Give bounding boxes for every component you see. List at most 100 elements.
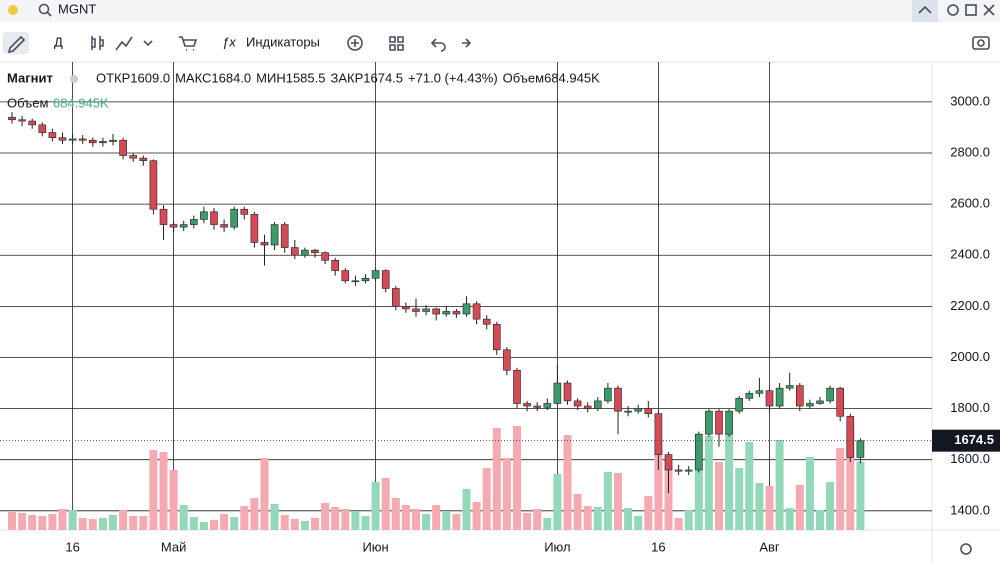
candle-body bbox=[492, 323, 501, 351]
symbol[interactable]: MGNT bbox=[58, 1, 96, 16]
volume-bar bbox=[38, 516, 47, 530]
volume-bar bbox=[98, 518, 107, 530]
candle-body bbox=[99, 141, 107, 144]
candle-body bbox=[139, 157, 148, 161]
candle-body bbox=[543, 403, 552, 408]
volume-bar bbox=[290, 519, 299, 530]
volume-bar bbox=[199, 522, 208, 530]
volume-bar bbox=[614, 473, 622, 530]
volume-bar bbox=[684, 510, 693, 530]
fx-icon[interactable]: ƒx bbox=[222, 34, 236, 49]
volume-bar bbox=[331, 507, 340, 530]
candle-body bbox=[78, 138, 87, 141]
candle-body bbox=[200, 211, 208, 220]
candle-body bbox=[179, 224, 188, 228]
volume-bar bbox=[119, 510, 128, 530]
volume-bar bbox=[654, 440, 663, 530]
candle-body bbox=[331, 260, 340, 271]
legend-field-value: 1609.0 bbox=[130, 70, 170, 85]
volume-bar bbox=[856, 461, 865, 530]
candle-body bbox=[765, 390, 774, 407]
volume-bar bbox=[442, 511, 451, 530]
top-bar bbox=[0, 0, 1000, 22]
volume-bar bbox=[664, 460, 673, 530]
candle-body bbox=[432, 308, 441, 315]
candle-body bbox=[694, 433, 703, 471]
volume-bar bbox=[18, 513, 27, 530]
volume-bar bbox=[179, 505, 188, 530]
candle-type-icon[interactable] bbox=[91, 36, 104, 50]
candle-body bbox=[371, 270, 380, 279]
volume-bar bbox=[624, 508, 633, 530]
search-icon-handle bbox=[46, 11, 52, 17]
volume-bar bbox=[381, 478, 390, 530]
redo-icon[interactable] bbox=[462, 38, 472, 48]
legend-change: +71.0 (+4.43%) bbox=[408, 70, 498, 85]
pencil-icon bbox=[7, 35, 26, 54]
volume-bar bbox=[513, 426, 521, 530]
camera-icon[interactable] bbox=[972, 36, 990, 50]
candle-body bbox=[705, 410, 713, 435]
candle-body bbox=[816, 400, 824, 404]
volume-bar bbox=[8, 512, 16, 530]
volume-bar bbox=[311, 518, 319, 530]
settings-icon[interactable] bbox=[947, 4, 959, 16]
candle-body bbox=[48, 132, 57, 138]
candle-body bbox=[573, 400, 582, 407]
volume-bar bbox=[391, 498, 400, 530]
candle-body bbox=[472, 303, 481, 320]
candle-body bbox=[624, 410, 632, 413]
candle-body bbox=[169, 224, 178, 228]
layout-icon[interactable] bbox=[389, 36, 404, 51]
volume-bar bbox=[371, 482, 380, 530]
add-icon[interactable] bbox=[347, 35, 363, 51]
candle-body bbox=[785, 385, 794, 389]
candle-body bbox=[422, 308, 430, 312]
line-type-icon[interactable] bbox=[115, 36, 133, 51]
candle-body bbox=[644, 408, 653, 415]
candle-body bbox=[159, 208, 168, 225]
legend-field-label: МИН bbox=[256, 70, 286, 85]
candle-body bbox=[442, 311, 451, 315]
candle-body bbox=[18, 119, 26, 122]
volume-bar bbox=[785, 508, 794, 530]
volume-bar bbox=[523, 513, 532, 530]
volume-bar bbox=[735, 468, 744, 530]
volume-bar bbox=[472, 502, 481, 530]
candle-body bbox=[381, 270, 390, 289]
candle-body bbox=[280, 224, 289, 248]
volume-bar bbox=[169, 470, 178, 530]
volume-bar bbox=[139, 516, 148, 530]
last-price-tag bbox=[932, 429, 1000, 452]
volume-bar bbox=[593, 507, 602, 530]
window-icon[interactable] bbox=[965, 4, 977, 16]
volume-bar bbox=[553, 474, 562, 530]
collapse-button[interactable] bbox=[912, 0, 938, 22]
volume-bar bbox=[260, 458, 269, 530]
dropdown-icon[interactable] bbox=[143, 40, 153, 47]
volume-bar bbox=[452, 514, 461, 530]
candle-body bbox=[715, 410, 723, 435]
cart-icon[interactable] bbox=[179, 36, 198, 51]
candle-body bbox=[826, 387, 834, 402]
interval-button[interactable]: Д bbox=[54, 34, 63, 49]
x-tick-label: 16 bbox=[651, 539, 665, 554]
search-icon[interactable] bbox=[38, 3, 50, 15]
candle-body bbox=[301, 249, 309, 256]
legend-field-label: МАКС bbox=[175, 70, 211, 85]
x-tick-label: Июн bbox=[362, 539, 388, 554]
volume-bar bbox=[321, 503, 330, 530]
candle-body bbox=[240, 208, 249, 215]
candle-body bbox=[190, 219, 198, 225]
close-icon[interactable] bbox=[983, 4, 995, 16]
undo-icon[interactable] bbox=[430, 38, 446, 52]
candle-body bbox=[795, 385, 804, 407]
candle-body bbox=[856, 440, 865, 458]
indicators-button[interactable]: Индикаторы bbox=[246, 34, 320, 49]
volume-bar bbox=[401, 505, 410, 530]
candle-body bbox=[220, 224, 228, 228]
axis-settings-icon[interactable] bbox=[960, 543, 972, 555]
y-tick-label: 1400.0 bbox=[950, 502, 990, 517]
candle-body bbox=[745, 392, 754, 399]
